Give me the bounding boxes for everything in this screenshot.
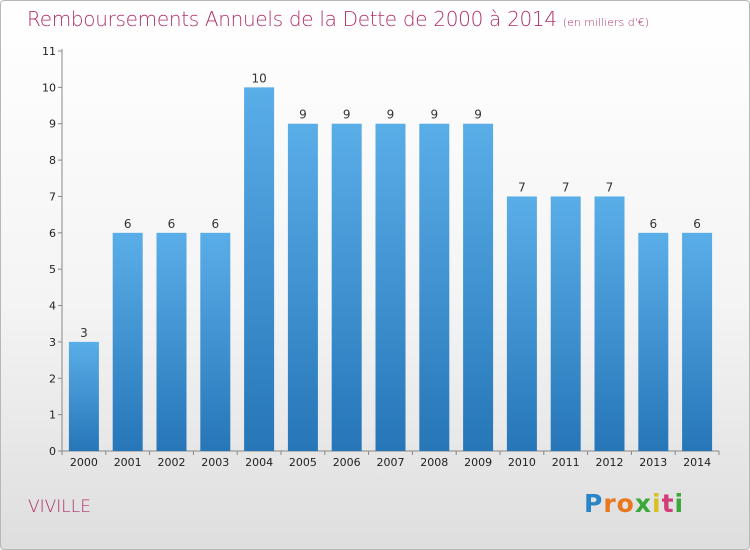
chart-title: Remboursements Annuels de la Dette de 20… <box>27 7 649 31</box>
data-label: 6 <box>211 217 219 231</box>
data-label: 7 <box>606 180 614 194</box>
y-tick-label: 7 <box>49 190 56 203</box>
bar-2014 <box>682 232 713 451</box>
data-label: 9 <box>343 108 351 122</box>
bar-2009 <box>463 123 494 452</box>
bar-2012 <box>594 196 625 451</box>
x-tick-label: 2014 <box>683 456 711 469</box>
x-tick-label: 2000 <box>70 456 98 469</box>
x-tick-label: 2008 <box>420 456 448 469</box>
logo-letter: i <box>652 489 662 518</box>
y-tick-label: 2 <box>49 372 56 385</box>
chart-title-text: Remboursements Annuels de la Dette de 20… <box>27 7 557 31</box>
x-tick-label: 2004 <box>245 456 273 469</box>
y-tick-label: 3 <box>49 336 56 349</box>
bar-2011 <box>550 196 581 451</box>
x-tick-label: 2012 <box>596 456 624 469</box>
x-tick-label: 2011 <box>552 456 580 469</box>
y-tick-label: 6 <box>49 227 56 240</box>
data-label: 9 <box>387 108 395 122</box>
x-tick-label: 2003 <box>201 456 229 469</box>
x-tick-label: 2010 <box>508 456 536 469</box>
data-label: 6 <box>124 217 132 231</box>
x-tick-label: 2005 <box>289 456 317 469</box>
x-tick-label: 2013 <box>639 456 667 469</box>
bar-2010 <box>506 196 537 451</box>
y-tick-label: 8 <box>49 154 56 167</box>
proxiti-logo: Proxiti <box>584 489 684 518</box>
labels: 2000 3 2001 6 2002 6 2003 6 2004 10 2005 9 2006 9 2007… <box>70 71 711 469</box>
bar-2005 <box>287 123 318 452</box>
y-tick-label: 4 <box>49 300 56 313</box>
data-label: 9 <box>430 108 438 122</box>
y-tick-label: 0 <box>49 445 56 458</box>
logo-letter: o <box>616 489 635 518</box>
y-tick-label: 9 <box>49 118 56 131</box>
bar-2006 <box>331 123 362 452</box>
town-name: VIVILLE <box>28 497 91 517</box>
logo-letter: x <box>634 489 652 518</box>
y-tick-label: 1 <box>49 409 56 422</box>
bar-2004 <box>244 87 275 451</box>
data-label: 6 <box>168 217 176 231</box>
y-tick-label: 10 <box>42 81 56 94</box>
data-label: 10 <box>251 71 266 85</box>
data-label: 6 <box>649 217 657 231</box>
logo-letter: t <box>661 489 675 518</box>
x-tick-label: 2002 <box>158 456 186 469</box>
y-tick-label: 5 <box>49 263 56 276</box>
bar-2003 <box>200 232 231 451</box>
data-label: 3 <box>80 326 88 340</box>
bar-2002 <box>156 232 187 451</box>
bar-2007 <box>375 123 406 452</box>
x-tick-label: 2009 <box>464 456 492 469</box>
data-label: 6 <box>693 217 701 231</box>
y-tick-label: 11 <box>42 45 56 58</box>
logo-letter: r <box>603 489 617 518</box>
bars <box>68 87 713 452</box>
bar-2000 <box>68 341 99 451</box>
chart-subtitle: (en milliers d'€) <box>562 16 650 29</box>
bar-2001 <box>112 232 143 451</box>
logo-letter: P <box>584 489 604 518</box>
bar-2013 <box>638 232 669 451</box>
data-label: 7 <box>518 180 526 194</box>
bar-2008 <box>419 123 450 452</box>
data-label: 9 <box>474 108 482 122</box>
data-label: 9 <box>299 108 307 122</box>
x-tick-label: 2006 <box>333 456 361 469</box>
logo-letter: i <box>674 489 685 518</box>
data-label: 7 <box>562 180 570 194</box>
x-tick-label: 2007 <box>377 456 405 469</box>
x-tick-label: 2001 <box>114 456 142 469</box>
